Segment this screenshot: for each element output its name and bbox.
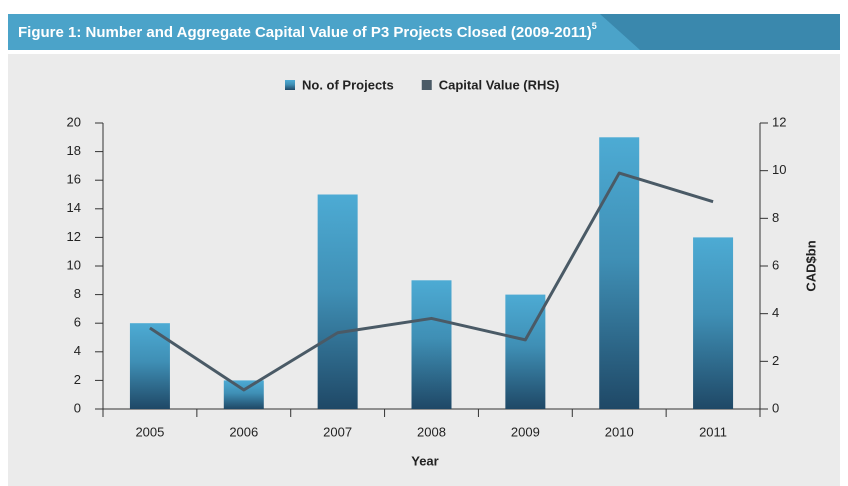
y2-tick-label: 12 <box>772 114 786 129</box>
x-tick-label: 2011 <box>699 424 727 439</box>
y-tick-label: 18 <box>67 143 81 158</box>
y2-axis-label: CAD$bn <box>803 240 818 291</box>
legend-swatch <box>421 80 432 90</box>
title-note: 5 <box>592 21 597 31</box>
x-tick-label: 2007 <box>323 424 352 439</box>
y2-tick-label: 10 <box>772 162 786 177</box>
y-tick-label: 8 <box>74 286 81 301</box>
y-tick-label: 16 <box>67 172 81 187</box>
bar <box>693 237 734 409</box>
y-tick-label: 2 <box>74 372 81 387</box>
title-text: Figure 1: Number and Aggregate Capital V… <box>18 24 592 41</box>
y-tick-label: 20 <box>67 114 81 129</box>
line <box>149 171 714 392</box>
x-tick-label: 2006 <box>229 424 258 439</box>
y2-tick-label: 6 <box>772 257 779 272</box>
bar <box>223 380 264 409</box>
x-tick-label: 2009 <box>511 424 540 439</box>
bar <box>505 294 546 409</box>
bar <box>599 137 640 410</box>
legend-label: No. of Projects <box>302 77 394 92</box>
x-tick-label: 2008 <box>417 424 446 439</box>
y2-tick-label: 2 <box>772 353 779 368</box>
y2-tick-label: 8 <box>772 210 779 225</box>
legend-swatch <box>285 80 295 90</box>
y2-tick-label: 4 <box>772 305 779 320</box>
x-tick-label: 2005 <box>135 424 164 439</box>
y-tick-label: 12 <box>67 229 81 244</box>
y-tick-label: 14 <box>67 200 81 215</box>
x-tick-label: 2010 <box>605 424 634 439</box>
y2-tick-label: 0 <box>772 400 779 415</box>
y-tick-label: 10 <box>67 257 81 272</box>
y-tick-label: 4 <box>74 343 81 358</box>
chart-title: Figure 1: Number and Aggregate Capital V… <box>18 21 597 41</box>
bar <box>317 194 358 409</box>
y-tick-label: 0 <box>74 400 81 415</box>
x-axis-label: Year <box>411 453 438 468</box>
bar <box>411 280 452 409</box>
banner-accent <box>600 14 840 50</box>
legend-label: Capital Value (RHS) <box>439 77 560 92</box>
y-tick-label: 6 <box>74 315 81 330</box>
